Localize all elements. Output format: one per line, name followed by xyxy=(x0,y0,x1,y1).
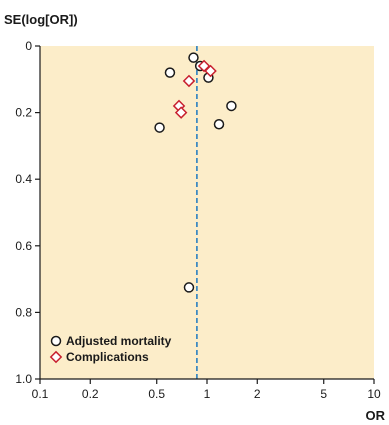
y-tick-label: 0.6 xyxy=(15,239,32,253)
x-tick-label: 5 xyxy=(320,387,327,401)
complication-point xyxy=(174,106,188,119)
legend-diamond-marker xyxy=(49,350,63,364)
x-tick-label: 0.5 xyxy=(148,387,165,401)
legend-label: Adjusted mortality xyxy=(66,334,172,348)
mortality-point xyxy=(164,67,176,78)
y-tick-label: 1.0 xyxy=(15,372,32,386)
mortality-point xyxy=(226,100,237,112)
complication-point xyxy=(204,64,217,78)
x-axis-title: OR xyxy=(366,408,386,423)
legend-circle-marker xyxy=(50,335,62,347)
y-tick-label: 0.2 xyxy=(15,106,32,120)
mortality-point xyxy=(183,282,195,293)
mortality-point xyxy=(213,119,225,130)
data-points xyxy=(154,52,237,293)
mortality-point xyxy=(188,52,199,63)
legend-item: Complications xyxy=(49,350,149,364)
legend-item: Adjusted mortality xyxy=(50,334,172,348)
series-complications xyxy=(172,59,217,119)
series-adjusted-mortality xyxy=(154,52,237,293)
x-tick-label: 10 xyxy=(367,387,381,401)
complication-point xyxy=(182,74,196,88)
y-tick-label: 0.8 xyxy=(15,305,32,319)
mortality-point xyxy=(154,122,165,133)
plot-area xyxy=(40,46,374,379)
y-tick-label: 0.4 xyxy=(15,172,32,186)
axes: 0 0.2 0.4 0.6 0.8 1.00.1 0.2 0.5 1 2 5 10 xyxy=(15,39,381,401)
plot-background xyxy=(40,46,374,379)
x-tick-label: 0.2 xyxy=(82,387,99,401)
x-tick-label: 2 xyxy=(254,387,261,401)
legend: Adjusted mortality Complications xyxy=(49,334,172,364)
complication-point xyxy=(197,59,211,73)
y-tick-label: 0 xyxy=(25,39,32,53)
y-axis-title: SE(log[OR]) xyxy=(4,12,78,27)
x-tick-label: 0.1 xyxy=(32,387,49,401)
x-tick-label: 1 xyxy=(204,387,211,401)
legend-label: Complications xyxy=(66,350,149,364)
